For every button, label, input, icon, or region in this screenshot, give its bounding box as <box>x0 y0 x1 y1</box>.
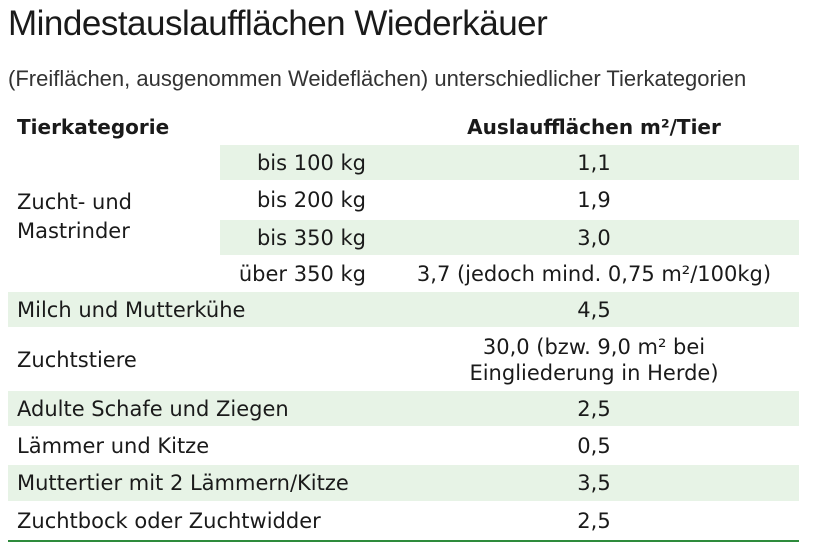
row-band <box>220 145 799 180</box>
row-band <box>8 292 799 327</box>
table-row-value: 1,1 <box>577 150 611 175</box>
table-row-value: 1,9 <box>577 187 611 212</box>
column-header-category: Tierkategorie <box>17 115 170 139</box>
table-row-category: Milch und Mutterkühe <box>17 297 246 322</box>
table-row-weight: über 350 kg <box>238 261 366 286</box>
table-row-weight: bis 350 kg <box>256 225 366 250</box>
table-row-weight: bis 100 kg <box>256 150 366 175</box>
table-row-value: 3,5 <box>577 471 611 495</box>
page-subtitle: (Freiflächen, ausgenommen Weideflächen) … <box>8 66 747 91</box>
table-row-value: 4,5 <box>577 297 611 322</box>
group-label: Zucht- und Mastrinder <box>17 190 132 243</box>
table-row-value: 2,5 <box>577 396 611 421</box>
table-row-value: 3,7 (jedoch mind. 0,75 m²/100kg) <box>416 261 772 286</box>
table-row-category: Zuchtbock oder Zuchtwidder <box>17 508 321 533</box>
table-row-category: Zuchtstiere <box>17 348 137 372</box>
table-row-category: Adulte Schafe und Ziegen <box>17 396 289 421</box>
table-row-category: Lämmer und Kitze <box>17 433 210 458</box>
column-header-area: Auslaufflächen m²/Tier <box>467 115 721 139</box>
table-bottom-rule <box>8 540 799 542</box>
row-band <box>220 220 799 255</box>
table-row-category: Muttertier mit 2 Lämmern/Kitze <box>17 471 349 495</box>
table-row-value: 0,5 <box>577 433 611 458</box>
table-row-value: 2,5 <box>577 508 611 533</box>
table-row-value: 3,0 <box>577 225 611 250</box>
table-row-weight: bis 200 kg <box>256 187 366 212</box>
row-band <box>8 391 799 426</box>
page-title: Mindestauslaufflächen Wiederkäuer <box>8 4 548 43</box>
table-row-value: 30,0 (bzw. 9,0 m² bei Eingliederung in H… <box>469 335 719 385</box>
row-band <box>8 465 799 501</box>
